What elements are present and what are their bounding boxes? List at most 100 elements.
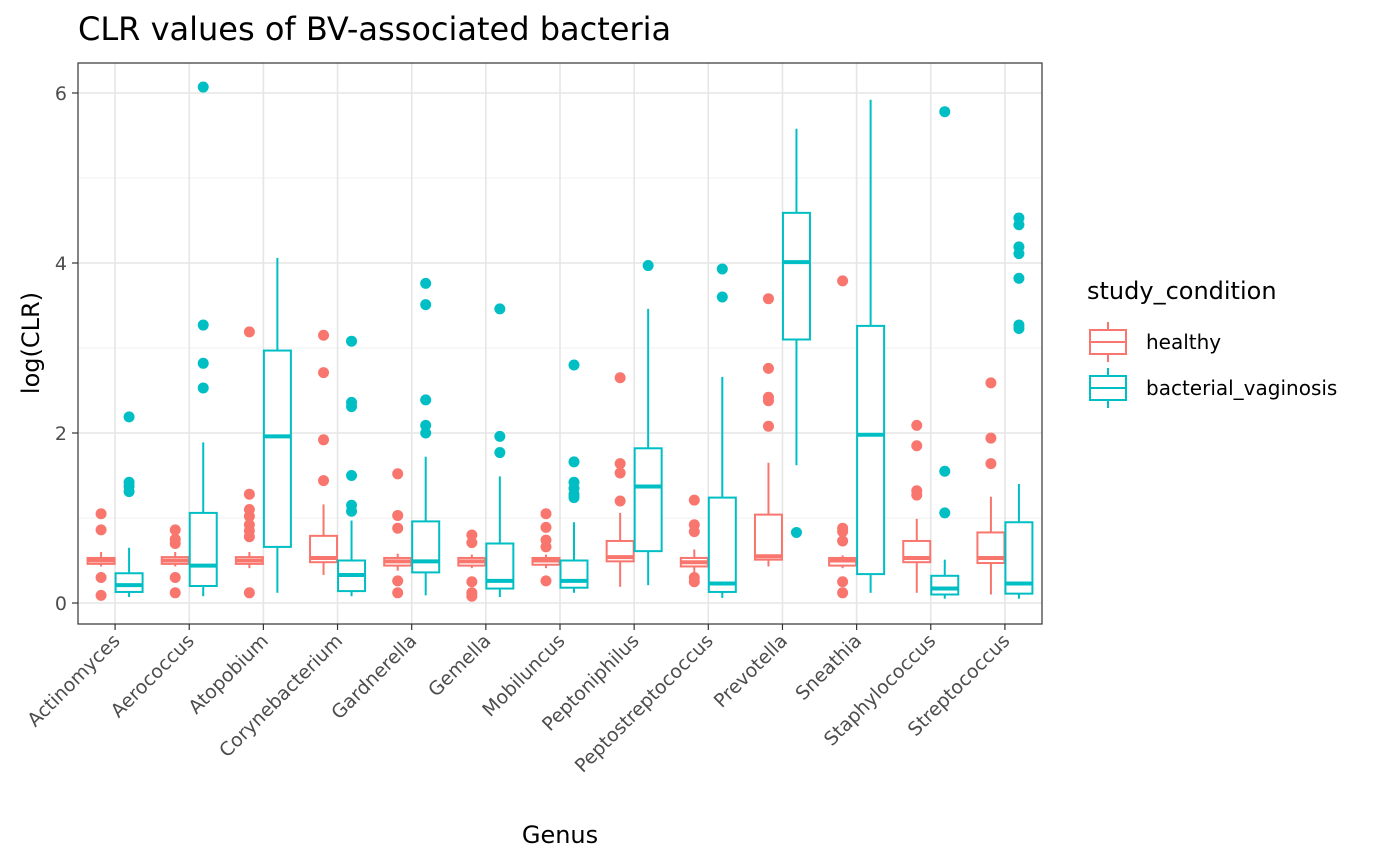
boxplot-bacterial_vaginosis-Gardnerella [411, 277, 441, 596]
outlier-point [123, 411, 135, 423]
boxplot-healthy-Staphylococcus [902, 419, 932, 593]
outlier-point [568, 492, 580, 504]
boxplot-healthy-Atopobium [234, 326, 264, 599]
boxplot-bacterial_vaginosis-Peptoniphilus [633, 260, 663, 586]
legend-key-bacterial_vaginosis [1089, 368, 1127, 408]
chart-title: CLR values of BV-associated bacteria [78, 10, 671, 48]
boxplot-healthy-Gardnerella [383, 468, 413, 599]
boxplot-bacterial_vaginosis-Aerococcus [188, 81, 218, 597]
box-iqr [262, 349, 292, 548]
outlier-point [911, 419, 923, 431]
outlier-point [243, 326, 255, 338]
outlier-point [420, 419, 432, 431]
outlier-point [688, 494, 700, 506]
y-axis: 0 2 4 6 [55, 83, 78, 615]
box-iqr [114, 572, 144, 593]
box-iqr [188, 511, 218, 588]
x-tick-label: Corynebacterium [215, 630, 347, 762]
boxplot-healthy-Actinomyces [86, 508, 116, 601]
outlier-point [790, 526, 802, 538]
outlier-point [392, 587, 404, 599]
outlier-point [837, 275, 849, 287]
boxplot-healthy-Gemella [457, 529, 487, 602]
outlier-point [169, 524, 181, 536]
box-iqr [856, 324, 886, 576]
outlier-point [642, 260, 654, 272]
outlier-point [95, 524, 107, 536]
outlier-point [318, 367, 330, 379]
y-tick-label: 6 [55, 83, 67, 105]
outlier-point [95, 589, 107, 601]
y-tick-label: 4 [55, 253, 67, 275]
y-tick-label: 0 [55, 593, 67, 615]
boxplot-healthy-Streptococcus [976, 377, 1006, 595]
outlier-point [837, 535, 849, 547]
outlier-point [318, 475, 330, 487]
outlier-point [540, 575, 552, 587]
x-tick-label: Prevotella [710, 630, 792, 712]
x-axis: ActinomycesAerococcusAtopobiumCorynebact… [23, 624, 1014, 777]
outlier-point [169, 587, 181, 599]
box-iqr [411, 520, 441, 574]
data-series [86, 81, 1034, 602]
outlier-point [1013, 272, 1025, 284]
outlier-point [568, 359, 580, 371]
outlier-point [540, 541, 552, 553]
outlier-point [420, 427, 432, 439]
outlier-point [318, 434, 330, 446]
boxplot-bacterial_vaginosis-Mobiluncus [559, 359, 589, 593]
outlier-point [420, 277, 432, 289]
outlier-point [614, 458, 626, 470]
outlier-point [614, 372, 626, 384]
outlier-point [1013, 248, 1025, 260]
series-healthy [86, 275, 1006, 602]
outlier-point [197, 319, 209, 331]
outlier-point [243, 531, 255, 543]
outlier-point [939, 106, 951, 118]
outlier-point [123, 486, 135, 498]
boxplot-bacterial_vaginosis-Actinomyces [114, 411, 144, 598]
outlier-point [318, 329, 330, 341]
outlier-point [494, 303, 506, 315]
outlier-point [688, 526, 700, 538]
outlier-point [540, 508, 552, 520]
box-iqr [753, 513, 783, 561]
boxplot-bacterial_vaginosis-Streptococcus [1004, 212, 1034, 599]
x-tick-label: Sneathia [791, 630, 866, 705]
outlier-point [392, 522, 404, 534]
outlier-point [243, 587, 255, 599]
boxplot-bacterial_vaginosis-Gemella [485, 303, 515, 598]
outlier-point [911, 489, 923, 501]
x-tick-label: Peptostreptococcus [571, 630, 718, 777]
box-iqr [633, 447, 663, 553]
y-axis-title: log(CLR) [17, 292, 45, 394]
outlier-point [169, 538, 181, 549]
outlier-point [837, 526, 849, 538]
outlier-point [939, 507, 951, 519]
outlier-point [392, 509, 404, 521]
series-bacterial_vaginosis [114, 81, 1034, 599]
outlier-point [614, 467, 626, 479]
boxplot-bacterial_vaginosis-Peptostreptococcus [707, 263, 737, 598]
outlier-point [466, 529, 478, 541]
legend-label-healthy: healthy [1146, 330, 1221, 354]
outlier-point [243, 510, 255, 522]
outlier-point [837, 576, 849, 588]
boxplot-bacterial_vaginosis-Atopobium [262, 257, 292, 593]
outlier-point [466, 576, 478, 588]
outlier-point [716, 291, 728, 303]
outlier-point [346, 505, 358, 517]
outlier-point [762, 362, 774, 374]
outlier-point [346, 401, 358, 413]
outlier-point [688, 576, 700, 588]
legend-key-healthy [1089, 322, 1127, 362]
outlier-point [197, 81, 209, 93]
outlier-point [346, 335, 358, 347]
legend-title: study_condition [1087, 277, 1277, 305]
outlier-point [837, 587, 849, 599]
outlier-point [243, 488, 255, 500]
box-iqr [930, 574, 960, 596]
outlier-point [1013, 219, 1025, 231]
outlier-point [420, 394, 432, 406]
x-tick-label: Actinomyces [23, 630, 124, 731]
